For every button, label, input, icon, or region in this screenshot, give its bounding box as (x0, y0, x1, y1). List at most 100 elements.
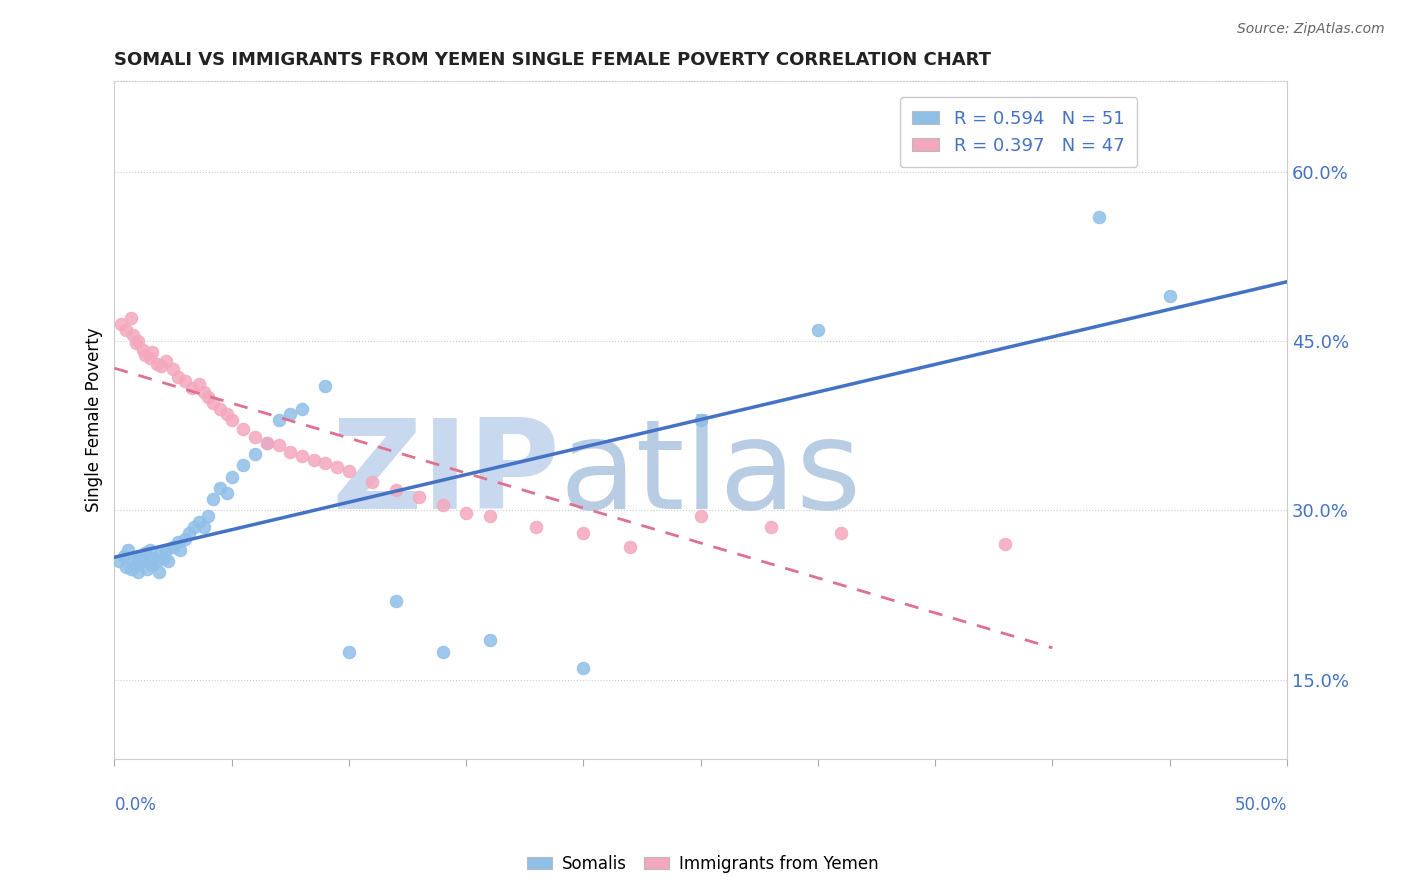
Point (193, 520, 215, 534)
Point (1088, 210, 1111, 224)
Point (572, 661, 595, 675)
Point (221, 413, 243, 427)
Point (526, 520, 548, 534)
Text: 0.0%: 0.0% (114, 796, 156, 814)
Point (187, 515, 209, 529)
Point (112, 549, 135, 563)
Point (256, 435, 278, 450)
Point (155, 542, 177, 557)
Point (326, 460, 349, 475)
Legend: Somalis, Immigrants from Yemen: Somalis, Immigrants from Yemen (520, 848, 886, 880)
Point (572, 526, 595, 541)
Point (134, 546, 156, 560)
Point (115, 559, 138, 574)
Point (127, 334, 149, 348)
Point (115, 323, 138, 337)
Point (193, 384, 215, 399)
Point (187, 376, 209, 391)
Point (173, 374, 195, 388)
Point (243, 447, 266, 461)
Point (478, 509, 501, 524)
Point (385, 593, 408, 607)
Point (232, 422, 254, 436)
Point (124, 336, 146, 351)
Point (994, 537, 1017, 551)
Point (162, 540, 184, 554)
Point (256, 435, 278, 450)
Text: ZIP: ZIP (332, 414, 560, 535)
Text: SOMALI VS IMMIGRANTS FROM YEMEN SINGLE FEMALE POVERTY CORRELATION CHART: SOMALI VS IMMIGRANTS FROM YEMEN SINGLE F… (114, 51, 991, 69)
Point (243, 430, 266, 444)
Point (215, 486, 238, 500)
Point (127, 549, 149, 563)
Point (337, 644, 360, 658)
Y-axis label: Single Female Poverty: Single Female Poverty (86, 327, 103, 512)
Point (759, 520, 782, 534)
Legend: R = 0.594   N = 51, R = 0.397   N = 47: R = 0.594 N = 51, R = 0.397 N = 47 (900, 97, 1137, 168)
Point (408, 490, 430, 504)
Point (807, 323, 830, 337)
Point (152, 550, 174, 565)
Point (302, 452, 325, 467)
Point (689, 509, 711, 524)
Point (314, 456, 336, 470)
Point (155, 354, 177, 368)
Point (141, 558, 163, 572)
Point (166, 535, 188, 549)
Point (278, 444, 301, 458)
Point (208, 481, 231, 495)
Point (208, 401, 231, 416)
Point (456, 506, 478, 520)
Point (478, 633, 501, 648)
Point (291, 449, 314, 463)
Point (267, 438, 290, 452)
Point (124, 558, 146, 572)
Point (201, 396, 224, 410)
Point (183, 520, 205, 534)
Point (117, 542, 139, 557)
Point (337, 464, 360, 478)
Point (179, 526, 201, 541)
Point (129, 550, 152, 565)
Point (201, 492, 224, 507)
Point (138, 542, 160, 557)
Point (157, 554, 180, 568)
Point (361, 475, 384, 490)
Point (314, 379, 336, 393)
Point (122, 554, 145, 568)
Point (221, 469, 243, 483)
Point (166, 370, 188, 384)
Point (136, 562, 159, 576)
Point (267, 413, 290, 427)
Point (830, 526, 852, 541)
Point (145, 554, 167, 568)
Point (215, 408, 238, 422)
Point (131, 554, 153, 568)
Point (197, 509, 219, 524)
Text: atlas: atlas (560, 414, 862, 535)
Point (232, 458, 254, 473)
Point (169, 542, 191, 557)
Point (131, 343, 153, 357)
Point (120, 562, 142, 576)
Point (180, 381, 202, 395)
Point (689, 413, 711, 427)
Point (110, 317, 132, 331)
Point (127, 566, 149, 580)
Point (145, 357, 167, 371)
Point (143, 550, 166, 565)
Text: 50.0%: 50.0% (1234, 796, 1286, 814)
Point (122, 328, 145, 343)
Text: Source: ZipAtlas.com: Source: ZipAtlas.com (1237, 22, 1385, 37)
Point (173, 532, 195, 546)
Point (432, 644, 454, 658)
Point (141, 345, 163, 359)
Point (385, 483, 408, 497)
Point (108, 554, 131, 568)
Point (120, 311, 142, 326)
Point (197, 391, 219, 405)
Point (134, 348, 156, 362)
Point (150, 359, 173, 373)
Point (291, 401, 314, 416)
Point (150, 546, 173, 560)
